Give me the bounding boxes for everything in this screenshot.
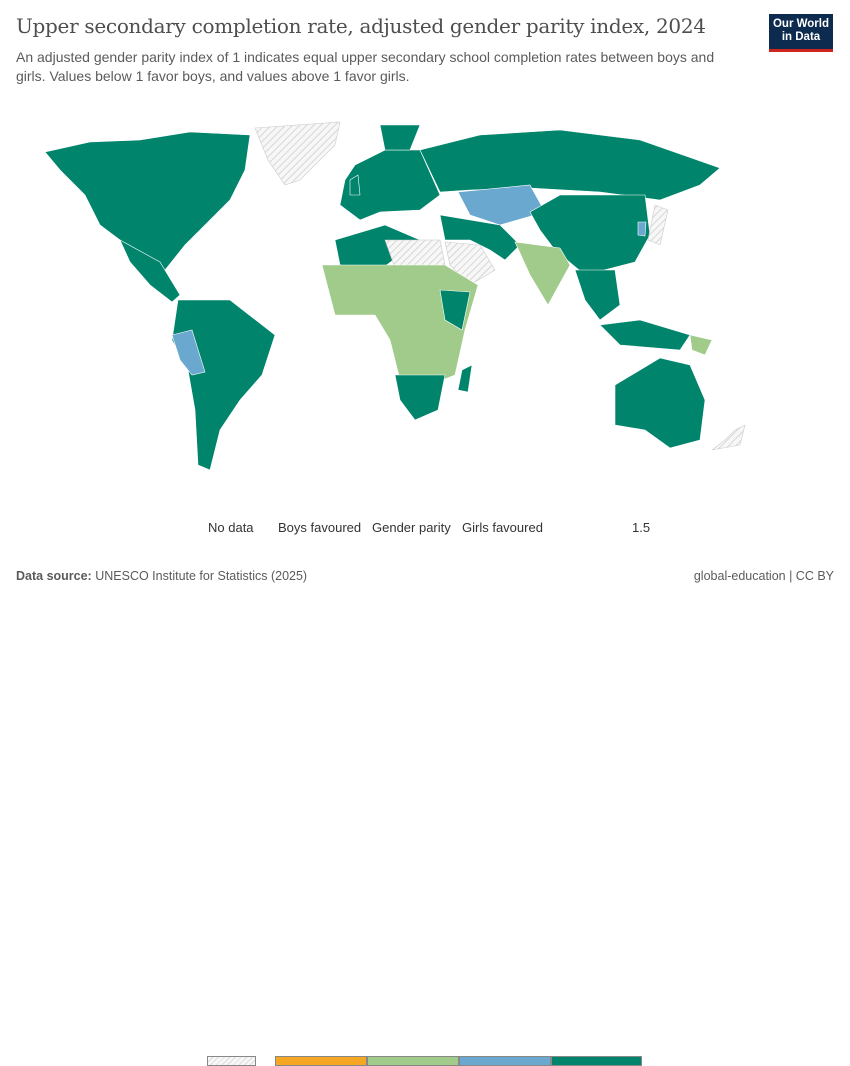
- source-link[interactable]: UNESCO Institute for Statistics (2025): [95, 569, 308, 583]
- region-south-america[interactable]: [171, 299, 276, 471]
- legend: No data Boys favoured Gender parity Girl…: [0, 518, 850, 1066]
- legend-bin-label: Gender parity: [372, 520, 451, 535]
- region-india[interactable]: [514, 241, 571, 306]
- region-kazakhstan[interactable]: [457, 184, 546, 226]
- region-north-america[interactable]: [44, 131, 251, 271]
- world-map[interactable]: [0, 110, 850, 480]
- region-peru[interactable]: [171, 329, 206, 376]
- legend-bin-label: Boys favoured: [278, 520, 362, 535]
- region-south-korea[interactable]: [637, 221, 647, 237]
- region-arabia[interactable]: [444, 241, 496, 286]
- legend-no-data-label: No data: [208, 520, 254, 535]
- legend-max-label: 1.5: [632, 520, 651, 535]
- legend-swatch-high[interactable]: [551, 1056, 642, 1066]
- legend-swatch-girls[interactable]: [459, 1056, 551, 1066]
- legend-swatch-boys[interactable]: [275, 1056, 367, 1066]
- owid-logo[interactable]: Our World in Data: [769, 14, 833, 52]
- source-label: Data source:: [16, 569, 92, 583]
- region-madagascar[interactable]: [457, 364, 473, 393]
- chart-subtitle: An adjusted gender parity index of 1 ind…: [16, 49, 715, 84]
- region-ethiopia-kenya[interactable]: [439, 289, 471, 331]
- region-southeast-asia[interactable]: [574, 269, 621, 321]
- footer-license[interactable]: global-education | CC BY: [693, 569, 834, 583]
- legend-no-data-swatch[interactable]: [207, 1056, 256, 1066]
- data-source: Data source: UNESCO Institute for Statis…: [16, 569, 307, 583]
- region-new-zealand[interactable]: [711, 424, 746, 451]
- region-central-america[interactable]: [119, 239, 181, 303]
- region-europe[interactable]: [339, 149, 441, 221]
- legend-bin-label: Girls favoured: [462, 520, 543, 535]
- region-libya-egypt[interactable]: [384, 239, 446, 269]
- region-japan-korea[interactable]: [647, 204, 669, 246]
- legend-swatch-parity[interactable]: [367, 1056, 459, 1066]
- region-uk-scandinavia[interactable]: [349, 124, 421, 196]
- region-russia[interactable]: [419, 129, 721, 201]
- region-china[interactable]: [529, 194, 651, 276]
- region-middle-east[interactable]: [439, 214, 521, 261]
- region-southern-africa[interactable]: [394, 374, 446, 421]
- region-papua-new-guinea[interactable]: [689, 334, 713, 356]
- region-greenland[interactable]: [254, 121, 341, 186]
- region-indonesia[interactable]: [599, 319, 691, 351]
- chart-title: Upper secondary completion rate, adjuste…: [16, 14, 706, 38]
- region-australia[interactable]: [614, 357, 706, 449]
